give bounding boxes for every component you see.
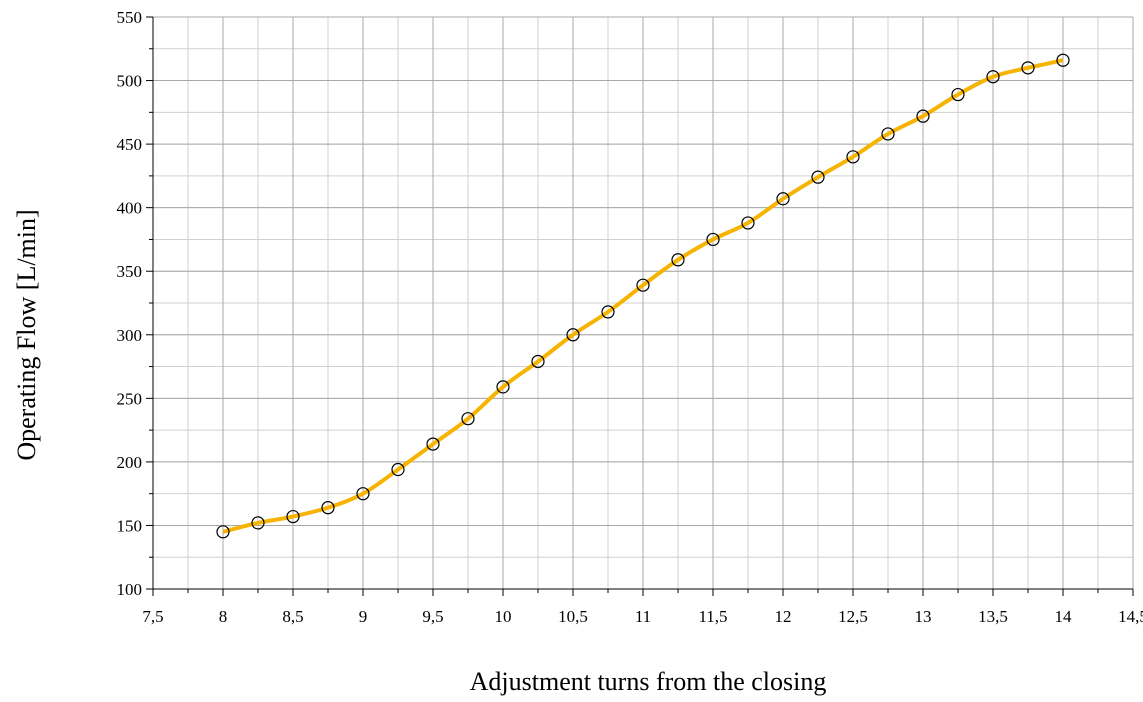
y-tick-label: 500 <box>117 72 143 91</box>
data-point <box>1021 61 1035 75</box>
y-tick-label: 400 <box>117 199 143 218</box>
x-tick-label: 8 <box>219 607 228 626</box>
series-group <box>216 53 1070 539</box>
data-point <box>461 412 475 426</box>
x-tick-label: 14,5 <box>1118 607 1143 626</box>
major-gridlines <box>152 16 1134 590</box>
tick-labels: 100 150 200 250 300 350 400 450 500 550 7,5 8 8,5 9 9,… <box>117 8 1143 626</box>
y-tick-label: 300 <box>117 326 143 345</box>
y-tick-label: 350 <box>117 262 143 281</box>
series-line <box>222 58 1064 534</box>
x-axis-title: Adjustment turns from the closing <box>470 667 827 696</box>
data-point <box>1056 53 1070 67</box>
x-tick-label: 13,5 <box>978 607 1008 626</box>
x-tick-label: 11 <box>635 607 651 626</box>
x-tick-label: 12 <box>775 607 792 626</box>
x-tick-label: 10,5 <box>558 607 588 626</box>
data-point <box>566 328 580 342</box>
x-tick-label: 13 <box>915 607 932 626</box>
y-tick-label: 250 <box>117 389 143 408</box>
data-point <box>216 525 230 539</box>
data-point <box>881 127 895 141</box>
data-point <box>356 487 370 501</box>
y-tick-label: 550 <box>117 8 143 27</box>
x-tick-label: 10 <box>495 607 512 626</box>
data-point <box>986 70 1000 84</box>
data-point <box>741 216 755 230</box>
data-point <box>776 192 790 206</box>
data-point <box>321 501 335 515</box>
x-tick-label: 8,5 <box>282 607 303 626</box>
data-point <box>496 380 510 394</box>
x-tick-label: 9,5 <box>422 607 443 626</box>
x-tick-label: 11,5 <box>698 607 727 626</box>
x-tick-label: 14 <box>1055 607 1073 626</box>
data-point <box>531 354 545 369</box>
data-point <box>706 232 720 247</box>
data-point <box>916 109 930 123</box>
data-point <box>286 509 300 524</box>
data-point <box>811 170 825 184</box>
data-point <box>846 150 860 164</box>
data-point <box>426 437 440 451</box>
data-point <box>951 87 965 102</box>
y-tick-label: 150 <box>117 516 143 535</box>
y-tick-label: 450 <box>117 135 143 154</box>
data-point <box>601 305 615 319</box>
y-axis-title: Operating Flow [L/min] <box>12 209 41 460</box>
data-point <box>391 462 405 477</box>
axes <box>146 16 1134 596</box>
y-tick-label: 200 <box>117 453 143 472</box>
x-tick-label: 12,5 <box>838 607 868 626</box>
data-point <box>636 278 650 292</box>
y-tick-label: 100 <box>117 580 143 599</box>
data-point <box>671 253 685 267</box>
data-point <box>251 516 265 530</box>
x-tick-label: 9 <box>359 607 368 626</box>
x-tick-label: 7,5 <box>142 607 163 626</box>
